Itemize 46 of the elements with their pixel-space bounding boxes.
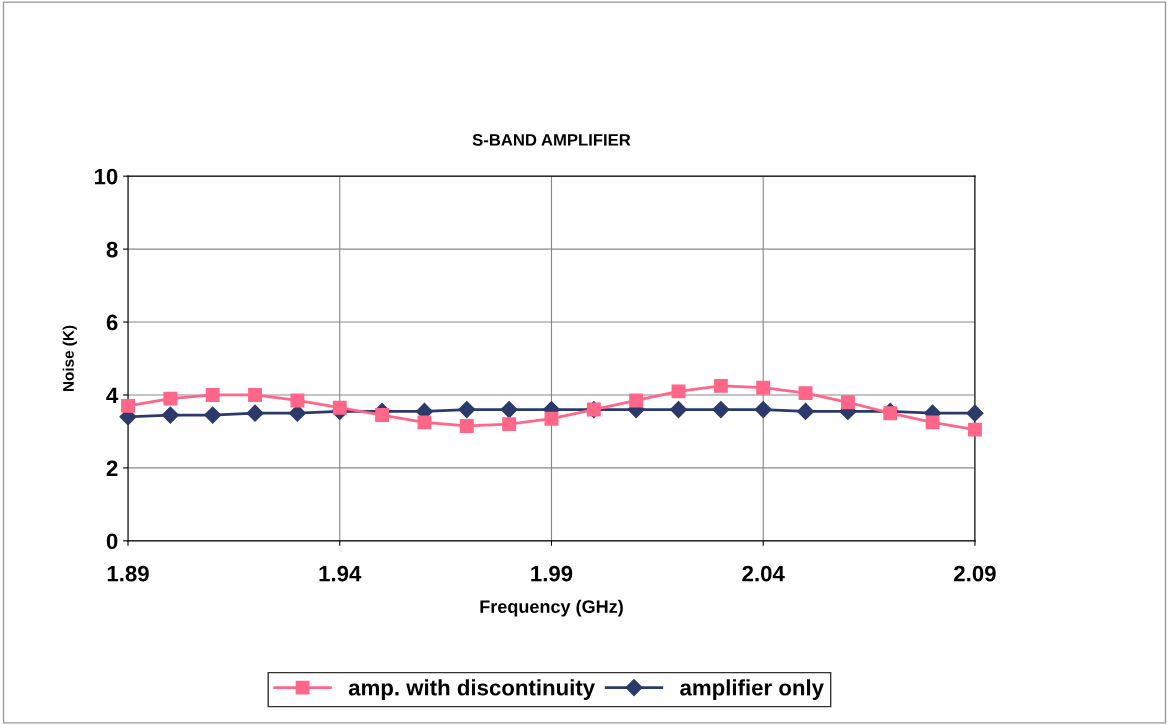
point [713, 378, 728, 393]
point [968, 422, 982, 437]
y-tick-label: 8 [106, 241, 118, 258]
point [840, 395, 855, 410]
point [205, 388, 220, 402]
point [756, 380, 771, 395]
point [502, 417, 517, 432]
legend-label: amplifier only [680, 679, 824, 700]
point [966, 404, 984, 422]
x-axis-title: Frequency (GHz) [480, 599, 623, 617]
point [161, 406, 179, 424]
y-tick-label: 10 [94, 168, 118, 185]
point [798, 386, 813, 401]
chart-title: S-BAND AMPLIFIER [472, 133, 631, 146]
y-tick-label: 0 [106, 533, 118, 550]
point [883, 406, 898, 421]
y-tick-label: 2 [106, 460, 118, 476]
point [246, 404, 264, 422]
point [797, 402, 815, 420]
point [671, 384, 686, 399]
y-tick-label: 4 [106, 387, 119, 404]
point [290, 393, 305, 408]
point [332, 400, 347, 415]
point [754, 401, 772, 419]
x-tick-label: 2.09 [954, 565, 996, 582]
point [163, 391, 178, 406]
x-tick-label: 2.04 [742, 565, 785, 582]
point [417, 415, 432, 430]
point [121, 398, 135, 413]
x-tick-label: 1.94 [319, 565, 362, 582]
point [500, 401, 518, 419]
point [204, 406, 222, 424]
point [544, 411, 559, 426]
point [925, 415, 940, 430]
legend-label: amp. with discontinuity [348, 679, 595, 700]
y-axis-title: Noise (K) [62, 325, 77, 392]
point [459, 419, 474, 433]
point [712, 401, 730, 419]
point [375, 408, 390, 422]
point [248, 388, 262, 402]
x-tick-label: 1.99 [531, 565, 573, 582]
x-tick-label: 1.89 [107, 565, 149, 582]
point [629, 393, 644, 408]
y-tick-label: 6 [106, 314, 118, 331]
point [669, 401, 688, 419]
point [458, 401, 476, 419]
